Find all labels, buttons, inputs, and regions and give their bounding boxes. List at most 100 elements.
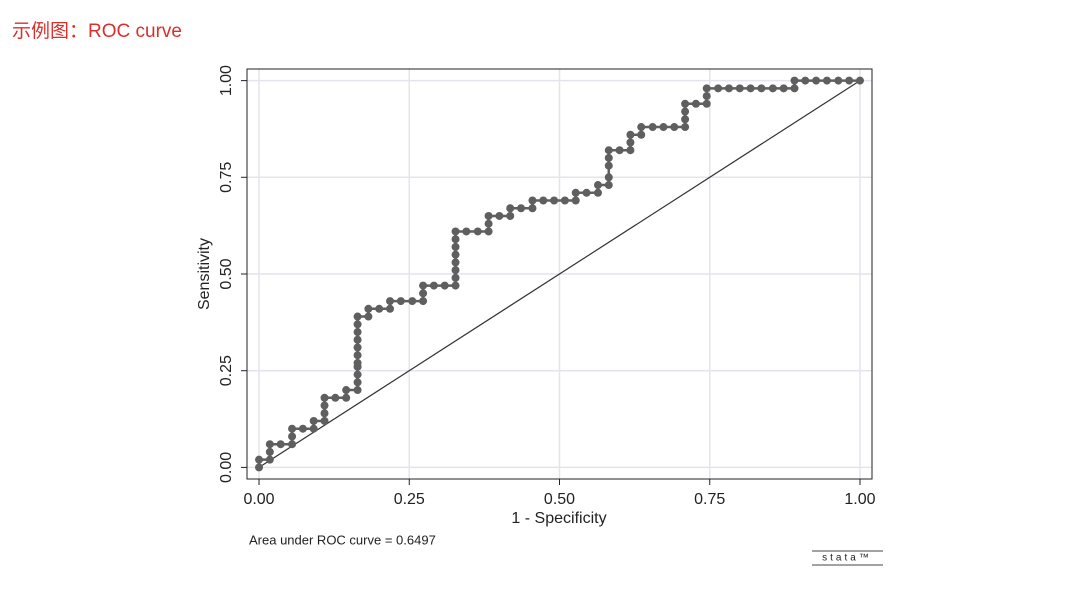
- roc-point: [637, 123, 646, 132]
- roc-point: [255, 455, 264, 464]
- roc-point: [615, 146, 624, 155]
- roc-point: [637, 130, 646, 139]
- roc-point: [604, 173, 613, 182]
- roc-point: [353, 328, 362, 337]
- x-tick-label: 0.75: [694, 491, 725, 508]
- roc-point: [801, 76, 810, 85]
- roc-point: [550, 196, 559, 205]
- roc-point: [353, 335, 362, 344]
- roc-point: [265, 447, 274, 456]
- roc-point: [582, 188, 591, 197]
- roc-point: [451, 235, 460, 244]
- roc-point: [353, 351, 362, 360]
- roc-point: [822, 76, 831, 85]
- roc-point: [451, 250, 460, 259]
- roc-point: [288, 432, 297, 441]
- roc-point: [702, 99, 711, 108]
- roc-point: [265, 455, 274, 464]
- y-tick-label: 1.00: [218, 65, 235, 96]
- roc-point: [429, 281, 438, 290]
- roc-point: [768, 84, 777, 93]
- roc-point: [560, 196, 569, 205]
- roc-point: [276, 440, 285, 449]
- y-tick-label: 0.50: [218, 258, 235, 289]
- roc-point: [396, 297, 405, 306]
- roc-point: [353, 312, 362, 321]
- roc-point: [451, 258, 460, 267]
- roc-point: [571, 188, 580, 197]
- roc-point: [353, 320, 362, 329]
- roc-point: [790, 76, 799, 85]
- roc-point: [364, 304, 373, 313]
- roc-point: [419, 297, 428, 306]
- roc-point: [440, 281, 449, 290]
- x-axis-label: 1 - Specificity: [511, 510, 606, 527]
- roc-point: [386, 297, 395, 306]
- roc-point: [255, 463, 264, 472]
- roc-point: [364, 312, 373, 321]
- roc-point: [419, 281, 428, 290]
- x-tick-label: 0.50: [544, 491, 575, 508]
- x-tick-label: 0.00: [243, 491, 274, 508]
- roc-point: [473, 227, 482, 236]
- roc-point: [506, 211, 515, 220]
- roc-point: [626, 146, 635, 155]
- roc-point: [353, 358, 362, 367]
- roc-point: [681, 107, 690, 116]
- roc-point: [288, 440, 297, 449]
- roc-point: [648, 123, 657, 132]
- roc-point: [353, 370, 362, 379]
- roc-point: [451, 281, 460, 290]
- roc-point: [626, 130, 635, 139]
- roc-point: [484, 219, 493, 228]
- roc-point: [757, 84, 766, 93]
- roc-point: [320, 393, 329, 402]
- roc-point: [855, 76, 864, 85]
- logo: stata™: [822, 553, 872, 564]
- roc-point: [506, 204, 515, 213]
- roc-point: [320, 409, 329, 418]
- roc-point: [495, 211, 504, 220]
- slide-title: 示例图：ROC curve: [12, 20, 182, 42]
- y-tick-label: 0.00: [218, 452, 235, 483]
- roc-point: [320, 401, 329, 410]
- y-axis-label: Sensitivity: [196, 238, 213, 310]
- roc-point: [724, 84, 733, 93]
- roc-point: [462, 227, 471, 236]
- roc-point: [670, 123, 679, 132]
- roc-point: [593, 188, 602, 197]
- roc-point: [484, 227, 493, 236]
- roc-point: [353, 386, 362, 395]
- x-tick-label: 0.25: [394, 491, 425, 508]
- roc-point: [451, 227, 460, 236]
- roc-point: [691, 99, 700, 108]
- roc-point: [571, 196, 580, 205]
- roc-point: [604, 181, 613, 190]
- plot-frame: [246, 68, 873, 480]
- roc-point: [320, 416, 329, 425]
- roc-point: [342, 386, 351, 395]
- roc-point: [353, 343, 362, 352]
- roc-point: [604, 146, 613, 155]
- roc-point: [288, 424, 297, 433]
- y-tick-label: 0.25: [218, 355, 235, 386]
- roc-point: [714, 84, 723, 93]
- roc-point: [331, 393, 340, 402]
- roc-point: [604, 153, 613, 162]
- roc-point: [845, 76, 854, 85]
- annotation: Area under ROC curve = 0.6497: [249, 532, 436, 547]
- roc-point: [517, 204, 526, 213]
- roc-point: [353, 378, 362, 387]
- roc-point: [681, 115, 690, 124]
- roc-point: [735, 84, 744, 93]
- roc-point: [408, 297, 417, 306]
- roc-point: [375, 304, 384, 313]
- roc-point: [659, 123, 668, 132]
- roc-point: [746, 84, 755, 93]
- roc-point: [593, 181, 602, 190]
- roc-point: [604, 161, 613, 170]
- roc-point: [309, 424, 318, 433]
- roc-point: [419, 289, 428, 298]
- reference-line: [258, 80, 861, 468]
